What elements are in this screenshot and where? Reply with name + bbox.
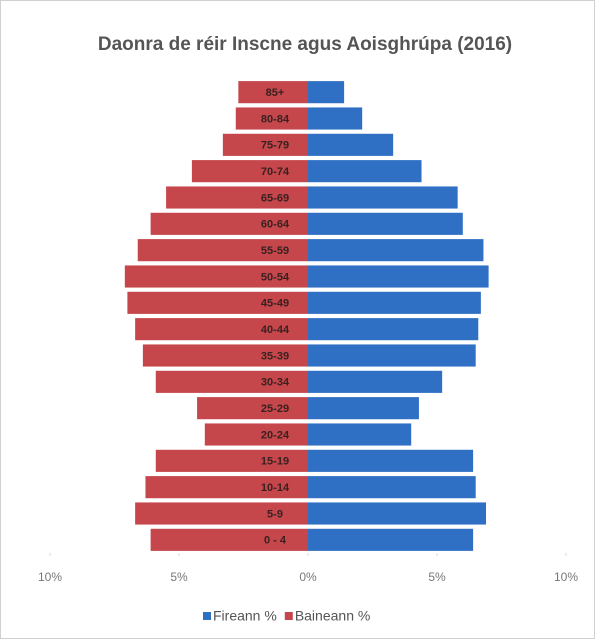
category-label: 35-39 (261, 350, 289, 362)
legend-swatch (203, 612, 211, 620)
bar (308, 265, 489, 288)
category-label: 10-14 (261, 482, 290, 494)
bar (135, 502, 308, 525)
bar (308, 476, 476, 499)
category-label: 25-29 (261, 403, 289, 415)
bar (308, 502, 487, 525)
bar (308, 370, 443, 393)
category-label: 45-49 (261, 298, 289, 310)
category-label: 80-84 (261, 113, 290, 125)
bar (127, 291, 309, 314)
bar (308, 239, 484, 262)
legend-swatch (284, 612, 293, 620)
category-label: 30-34 (261, 377, 290, 389)
bar (308, 186, 458, 209)
category-label: 55-59 (261, 245, 289, 257)
legend-label: Fireann % (213, 608, 277, 624)
bar (308, 107, 363, 130)
bar (204, 423, 308, 446)
x-tick-label: 10% (38, 570, 62, 584)
bar (145, 476, 308, 499)
x-tick-label: 5% (428, 570, 446, 584)
category-label: 40-44 (261, 324, 290, 336)
bar (308, 81, 345, 104)
bar (166, 186, 308, 209)
category-label: 50-54 (261, 271, 290, 283)
category-label: 15-19 (261, 456, 289, 468)
bar (150, 212, 308, 235)
bar (308, 160, 422, 183)
bar (308, 133, 394, 156)
bar (308, 423, 412, 446)
bar (308, 291, 481, 314)
bar (191, 160, 308, 183)
bar (222, 133, 308, 156)
x-tick-label: 5% (170, 570, 188, 584)
bar (308, 212, 463, 235)
bar (197, 397, 308, 420)
bar (308, 449, 474, 472)
bar (308, 344, 476, 367)
bar (308, 397, 419, 420)
x-tick-label: 10% (554, 570, 578, 584)
category-label: 75-79 (261, 140, 289, 152)
bar (155, 449, 308, 472)
category-label: 20-24 (261, 429, 290, 441)
category-label: 85+ (266, 87, 285, 99)
bar (155, 370, 308, 393)
bar (124, 265, 308, 288)
bar (308, 318, 479, 341)
bar (150, 528, 308, 551)
bar (235, 107, 308, 130)
category-label: 0 - 4 (264, 535, 287, 547)
legend-label: Baineann % (295, 608, 371, 624)
category-label: 70-74 (261, 166, 290, 178)
x-tick-label: 0% (299, 570, 317, 584)
chart-title: Daonra de réir Inscne agus Aoisghrúpa (2… (98, 34, 512, 55)
category-label: 5-9 (267, 508, 283, 520)
category-label: 60-64 (261, 219, 290, 231)
bar (308, 528, 474, 551)
bar (135, 318, 308, 341)
category-label: 65-69 (261, 192, 289, 204)
bar (137, 239, 308, 262)
bar (238, 81, 308, 104)
bar (142, 344, 308, 367)
